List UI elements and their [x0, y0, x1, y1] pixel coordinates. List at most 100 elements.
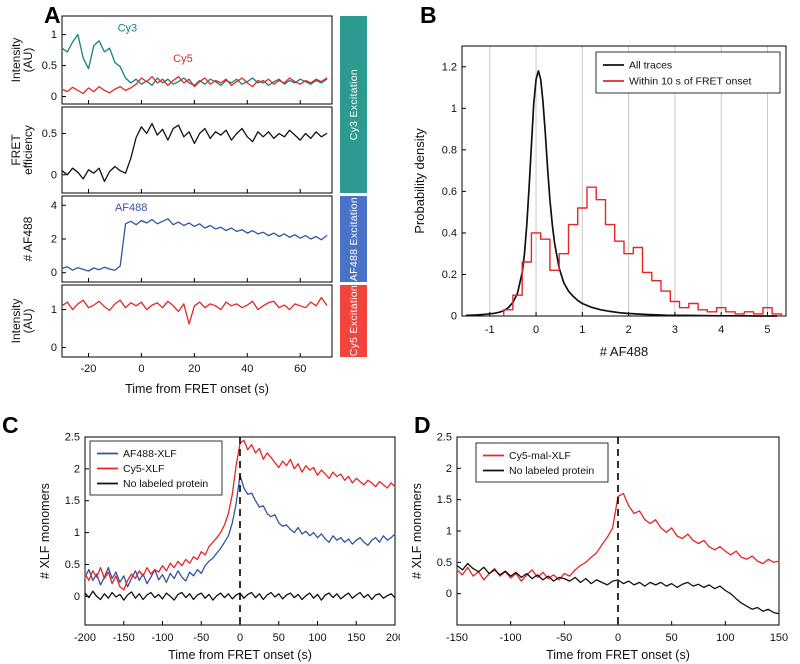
x-tick-label: 20	[188, 363, 200, 375]
y-axis-label: FRET	[9, 134, 23, 166]
legend-label: Within 10 s of FRET onset	[629, 76, 751, 88]
y-axis-label: (AU)	[21, 48, 35, 73]
x-tick-label: 40	[241, 363, 253, 375]
x-tick-label: 150	[770, 632, 788, 644]
cy3-excitation-bar: Cy3 Excitation	[340, 16, 367, 193]
legend-label: Cy5-mal-XLF	[509, 450, 571, 462]
x-tick-label: 150	[347, 632, 365, 644]
x-tick-label: 0	[615, 632, 621, 644]
x-tick-label: 1	[579, 324, 585, 336]
y-axis-label: # AF488	[21, 216, 35, 261]
y-tick-label: 0.8	[442, 144, 457, 156]
x-tick-label: 50	[273, 632, 285, 644]
panel-d-chart: -150 -100 -50 0 50 100 150 0 0.5 1 1.5 2 2.5 Time fro…	[410, 432, 788, 663]
y-tick-label: 0.5	[65, 559, 80, 571]
cy3-excitation-text: Cy3 Excitation	[347, 68, 360, 141]
x-tick-label: -100	[500, 632, 522, 644]
y-axis-label: Intensity	[9, 299, 23, 344]
axes-box	[61, 15, 333, 105]
y-tick-label: 0.5	[437, 557, 452, 569]
y-tick-label: 2	[74, 463, 80, 475]
legend-label: No labeled protein	[123, 478, 208, 490]
panel-b-label: B	[420, 2, 437, 28]
x-tick-label: 5	[764, 324, 770, 336]
x-axis-label: # AF488	[600, 344, 648, 359]
x-tick-label: 200	[386, 632, 400, 644]
panel-a-label: A	[44, 2, 61, 28]
y-tick-label: 2	[446, 463, 452, 475]
y-tick-label: 2.5	[65, 432, 80, 444]
panel-c-chart: -200 -150 -100 -50 0 50 100 150 200 0 0.5 1 1.5 2 2.5 T…	[38, 432, 400, 663]
x-tick-label: 100	[716, 632, 734, 644]
y-tick-label: 1.5	[65, 495, 80, 507]
legend-box	[475, 442, 609, 483]
panel-c-label: C	[2, 412, 19, 438]
x-tick-label: -200	[74, 632, 96, 644]
trace-Cy5	[61, 76, 328, 95]
panel-a-chart: 00.51Cy3Cy5Intensity(AU)00.5FRETefficien…	[9, 15, 333, 396]
trace-No labeled protein	[456, 562, 780, 615]
af488-excitation-bar: AF488 Excitation	[340, 196, 367, 282]
x-axis-label: Time from FRET onset (s)	[168, 648, 312, 662]
panel-d-label: D	[414, 412, 431, 438]
x-tick-label: -150	[113, 632, 135, 644]
legend-box	[595, 51, 781, 94]
y-axis-label: Intensity	[9, 38, 23, 83]
y-axis-label: # XLF monomers	[38, 483, 52, 579]
legend-label: AF488-XLF	[123, 448, 177, 460]
x-tick-label: 0	[533, 324, 539, 336]
x-tick-label: 100	[308, 632, 326, 644]
x-axis-label: Time from FRET onset (s)	[546, 648, 690, 662]
x-tick-label: 60	[294, 363, 306, 375]
y-tick-label: 0	[51, 267, 57, 279]
x-tick-label: -150	[446, 632, 468, 644]
axes-box	[61, 106, 333, 194]
axes-box	[61, 195, 333, 283]
x-tick-label: -50	[193, 632, 209, 644]
y-tick-label: 4	[51, 200, 57, 212]
y-tick-label: 0	[51, 342, 57, 354]
x-tick-label: -50	[556, 632, 572, 644]
y-tick-label: 2	[51, 234, 57, 246]
trace-Cy3	[61, 33, 328, 87]
y-tick-label: 0.2	[442, 269, 457, 281]
y-tick-label: 1	[451, 103, 457, 115]
y-tick-label: 0	[51, 169, 57, 181]
x-tick-label: -20	[81, 363, 97, 375]
panel-b-chart: -1 0 1 2 3 4 5 0 0.2 0.4 0.6 0.8 1 1.2 # AF488 Probabil…	[412, 45, 787, 359]
y-tick-label: 1.5	[437, 494, 452, 506]
y-tick-label: 0.4	[442, 227, 457, 239]
y-tick-label: 1	[51, 304, 57, 316]
y-tick-label: 0.5	[42, 60, 57, 72]
trace-annotation: Cy3	[118, 22, 138, 34]
y-tick-label: 0	[51, 91, 57, 103]
trace-Cy5 excitation	[61, 296, 328, 325]
y-tick-label: 1	[446, 526, 452, 538]
cy5-excitation-bar: Cy5 Excitation	[340, 285, 367, 357]
y-tick-label: 1.2	[442, 61, 457, 73]
legend-label: All traces	[629, 60, 672, 72]
trace-annotation: AF488	[115, 202, 147, 214]
legend-label: Cy5-XLF	[123, 463, 164, 475]
trace-annotation: Cy5	[173, 53, 193, 65]
x-tick-label: -1	[485, 324, 495, 336]
y-tick-label: 0	[446, 588, 452, 600]
trace-FRET	[61, 122, 328, 183]
x-tick-label: 0	[138, 363, 144, 375]
y-tick-label: 0.5	[42, 128, 57, 140]
x-tick-label: 50	[666, 632, 678, 644]
axes-box	[461, 45, 787, 317]
y-tick-label: 1	[74, 527, 80, 539]
curve-All traces	[465, 70, 778, 317]
axes-box	[61, 284, 333, 358]
y-tick-label: 2.5	[437, 432, 452, 444]
x-tick-label: -100	[151, 632, 173, 644]
y-tick-label: 1	[51, 29, 57, 41]
y-tick-label: 0.6	[442, 186, 457, 198]
x-tick-label: 2	[626, 324, 632, 336]
y-tick-label: 0	[74, 591, 80, 603]
y-axis-label: # XLF monomers	[410, 483, 424, 579]
x-axis-label: Time from FRET onset (s)	[125, 382, 269, 396]
y-axis-label: efficiency	[21, 125, 35, 175]
